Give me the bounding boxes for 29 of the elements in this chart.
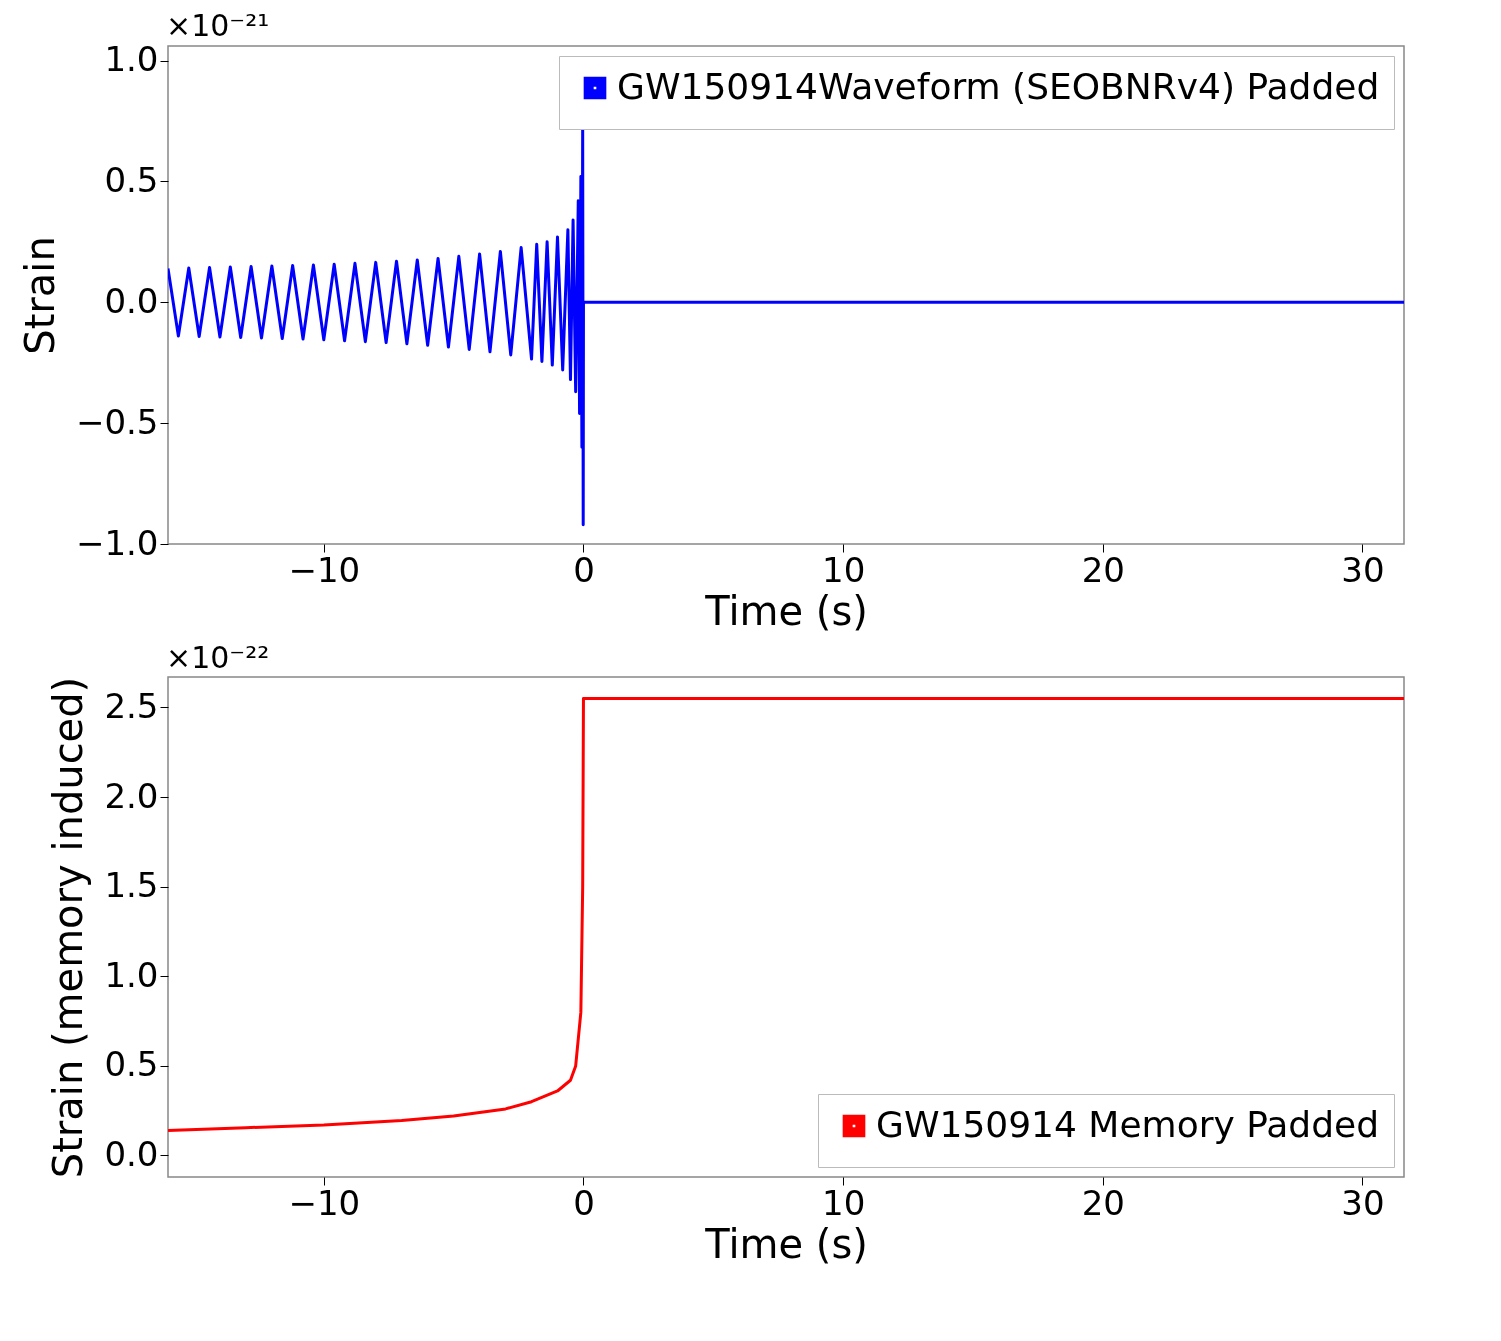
x-tick-label: 30 — [1341, 1182, 1385, 1223]
text: ×10⁻²² — [166, 640, 270, 676]
x-tick-label: 20 — [1081, 549, 1125, 590]
y-tick-label: −1.0 — [75, 522, 159, 563]
y-tick-label: 0.5 — [104, 159, 159, 200]
x-tick-label: 20 — [1081, 1182, 1125, 1223]
y-tick-label: 0.0 — [104, 1133, 159, 1174]
y-tick-label: 1.0 — [104, 39, 159, 79]
y-tick-label: 0.5 — [104, 1044, 159, 1085]
x-tick-label: 0 — [573, 549, 595, 590]
x-tick-label: 10 — [821, 549, 866, 590]
x-axis-title: Time (s) — [704, 587, 868, 634]
legend-label: GW150914 Memory Padded — [876, 1104, 1380, 1145]
x-tick-label: 30 — [1341, 549, 1385, 590]
y-tick-label: 0.0 — [104, 280, 159, 321]
x-tick-label: 10 — [821, 1182, 866, 1223]
y-tick-label: 1.5 — [104, 865, 159, 906]
x-tick-label: −10 — [288, 549, 361, 590]
y-tick-label: −0.5 — [75, 401, 159, 442]
y-tick-label: 2.0 — [104, 775, 159, 816]
text: ×10⁻²¹ — [166, 7, 270, 43]
y-tick-label: 1.0 — [104, 954, 159, 995]
y-axis-title: Strain (memory induced) — [45, 676, 92, 1179]
x-axis-title: Time (s) — [704, 1220, 868, 1267]
x-tick-label: 0 — [573, 1182, 595, 1223]
x-tick-label: −10 — [288, 1182, 361, 1223]
legend-label: GW150914Waveform (SEOBNRv4) Padded — [617, 66, 1380, 107]
y-axis-title: Strain — [16, 236, 63, 355]
y-tick-label: 2.5 — [104, 685, 159, 726]
